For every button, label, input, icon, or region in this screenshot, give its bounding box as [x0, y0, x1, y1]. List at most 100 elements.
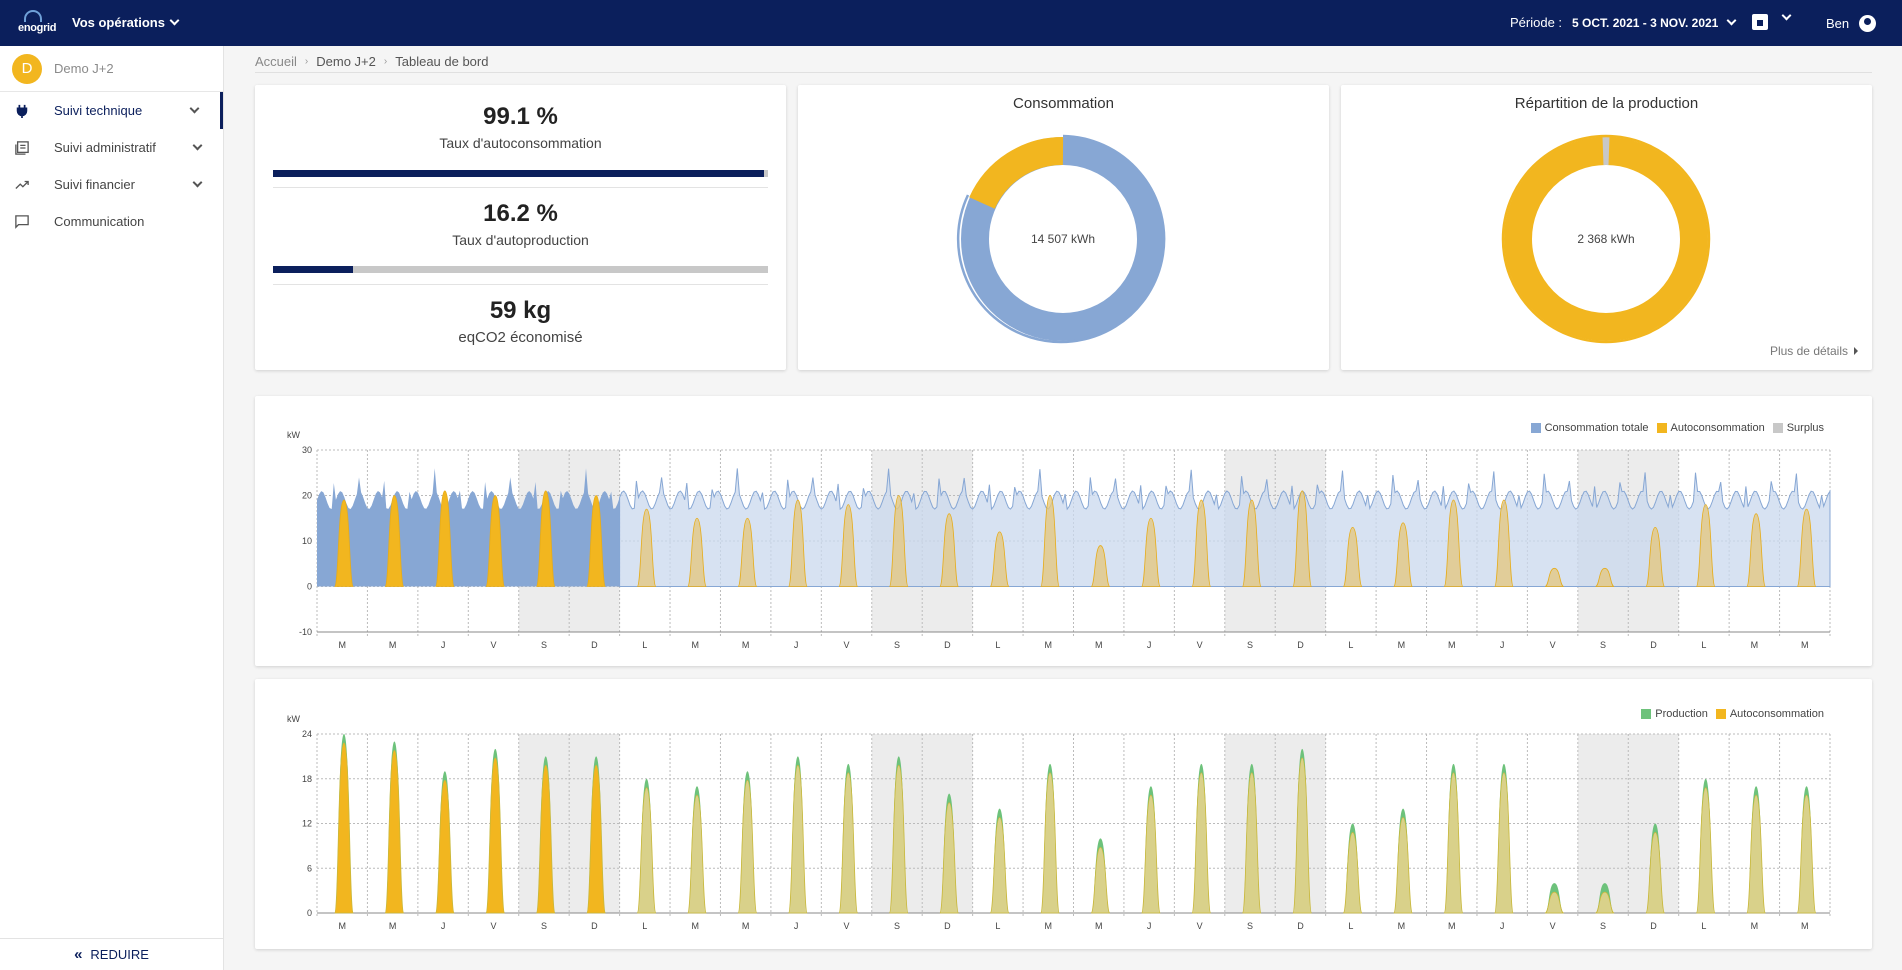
autoconsommation-peak [485, 757, 506, 914]
breadcrumb: Accueil › Demo J+2 › Tableau de bord [255, 54, 488, 69]
x-tick-label: S [541, 921, 547, 931]
document-icon [15, 140, 29, 155]
x-tick-label: L [1348, 640, 1353, 650]
autoconsommation-peak [889, 495, 909, 587]
enogrid-logo[interactable]: enogrid [14, 8, 58, 38]
x-tick-label: L [995, 640, 1000, 650]
more-details-link[interactable]: Plus de détails [1770, 344, 1858, 358]
user-menu[interactable]: Ben [1826, 15, 1877, 32]
autoconsommation-peak [636, 508, 657, 587]
autoconsommation-peak [1494, 499, 1514, 587]
autoconsommation-peak [1796, 508, 1817, 587]
x-tick-label: S [1247, 640, 1253, 650]
legend-item[interactable]: Production [1641, 708, 1708, 720]
autoconsommation-peak [1292, 490, 1312, 587]
legend-item[interactable]: Autoconsommation [1715, 708, 1824, 720]
x-tick-label: S [1600, 921, 1606, 931]
legend-swatch [1656, 423, 1667, 433]
donut-center-value: 2 368 kWh [1577, 232, 1635, 246]
sidebar-item-label: Suivi technique [54, 103, 143, 118]
breadcrumb-separator: › [383, 56, 388, 67]
autoconsommation-peak [384, 750, 405, 914]
x-tick-label: L [1701, 921, 1706, 931]
autoconsommation-peak [1544, 567, 1564, 587]
autoconsommation-peak [586, 764, 606, 914]
x-tick-label: S [894, 640, 900, 650]
legend-swatch [1772, 423, 1783, 433]
reduce-sidebar-button[interactable]: « REDUIRE [0, 938, 223, 970]
divider [273, 187, 768, 188]
autoconsommation-peak [1090, 846, 1111, 914]
card-title: Répartition de la production [1514, 95, 1699, 112]
autoconsommation-peak [1746, 794, 1766, 914]
x-tick-label: V [1197, 640, 1203, 650]
legend-label: Surplus [1786, 422, 1824, 434]
sidebar-item-label: Suivi administratif [54, 140, 156, 155]
x-tick-label: V [844, 640, 850, 650]
autoconsommation-peak [788, 499, 808, 587]
breadcrumb-site[interactable]: Demo J+2 [316, 54, 376, 69]
reduce-label: REDUIRE [90, 947, 149, 962]
autoconsommation-peak [636, 787, 657, 914]
chevron-down-icon[interactable] [1781, 10, 1792, 21]
y-tick-label: -10 [299, 627, 312, 637]
y-tick-label: 18 [302, 774, 312, 784]
consumption-card: Consommation 14 507 kWh [798, 85, 1329, 370]
card-title: Consommation [1013, 95, 1114, 112]
x-tick-label: M [742, 921, 750, 931]
sidebar-item-suivi-administratif[interactable]: Suivi administratif [0, 129, 223, 166]
operations-dropdown[interactable]: Vos opérations [72, 15, 180, 30]
sidebar-item-suivi-technique[interactable]: Suivi technique [0, 92, 223, 129]
y-tick-label: 24 [302, 729, 312, 739]
legend-label: Autoconsommation [1670, 422, 1765, 434]
period-label: Période : [1510, 15, 1563, 30]
autoconsommation-peak [435, 490, 455, 587]
y-axis-label: kW [287, 430, 301, 440]
sidebar-item-communication[interactable]: Communication [0, 203, 223, 240]
autoconsommation-peak [1342, 832, 1363, 914]
progress-fill [273, 266, 354, 273]
x-tick-label: V [1197, 921, 1203, 931]
x-tick-label: D [944, 640, 951, 650]
kpi-co2: 59 kg eqCO2 économisé [255, 297, 786, 346]
x-tick-label: V [844, 921, 850, 931]
calendar-icon[interactable] [1752, 14, 1768, 30]
x-tick-label: J [1147, 921, 1152, 931]
autoconsommation-peak [384, 495, 405, 587]
x-tick-label: J [1500, 921, 1505, 931]
breadcrumb-home[interactable]: Accueil [255, 54, 297, 69]
legend-item[interactable]: Consommation totale [1530, 422, 1649, 434]
period-selector[interactable]: Période : 5 OCT. 2021 - 3 NOV. 2021 [1510, 15, 1737, 30]
autoconsommation-peak [535, 490, 556, 587]
x-tick-label: M [1398, 640, 1406, 650]
x-tick-label: D [1650, 640, 1657, 650]
chevron-down-icon [189, 103, 200, 114]
divider [273, 284, 768, 285]
kpi-label: Taux d'autoproduction [452, 232, 589, 248]
legend-item[interactable]: Autoconsommation [1656, 422, 1765, 434]
x-tick-label: M [1398, 921, 1406, 931]
kpi-autoproduction: 16.2 % Taux d'autoproduction [255, 200, 786, 248]
autoconsommation-peak [1242, 772, 1262, 914]
autoconsommation-progress-bar [273, 170, 768, 177]
more-details-label: Plus de détails [1769, 344, 1848, 358]
sidebar-item-label: Communication [54, 214, 145, 229]
legend-item[interactable]: Surplus [1772, 422, 1824, 434]
trend-icon [15, 180, 29, 189]
consumption-area-chart: 30 20 10 0 -10 kW M M J V S D L M M J V S D L M M J V S D L M M J V S D L… [287, 430, 1831, 650]
autoconsommation-peak [1342, 526, 1363, 587]
autoconsommation-peak [1695, 787, 1716, 914]
autoconsommation-peak [838, 504, 859, 587]
x-tick-label: J [794, 921, 799, 931]
production-timeseries-card: Production Autoconsommation 24 18 12 6 0 kW M M… [255, 679, 1872, 949]
site-selector[interactable]: D Demo J+2 [0, 46, 223, 92]
autoconsommation-peak [485, 495, 506, 587]
legend-label: Production [1655, 708, 1708, 720]
sidebar-item-suivi-financier[interactable]: Suivi financier [0, 166, 223, 203]
x-tick-label: J [1147, 640, 1152, 650]
autoconsommation-peak [1191, 772, 1212, 914]
autoconsommation-peak [1393, 522, 1413, 587]
kpi-label: eqCO2 économisé [458, 329, 583, 346]
x-tick-label: D [1297, 640, 1304, 650]
x-tick-label: S [541, 640, 547, 650]
